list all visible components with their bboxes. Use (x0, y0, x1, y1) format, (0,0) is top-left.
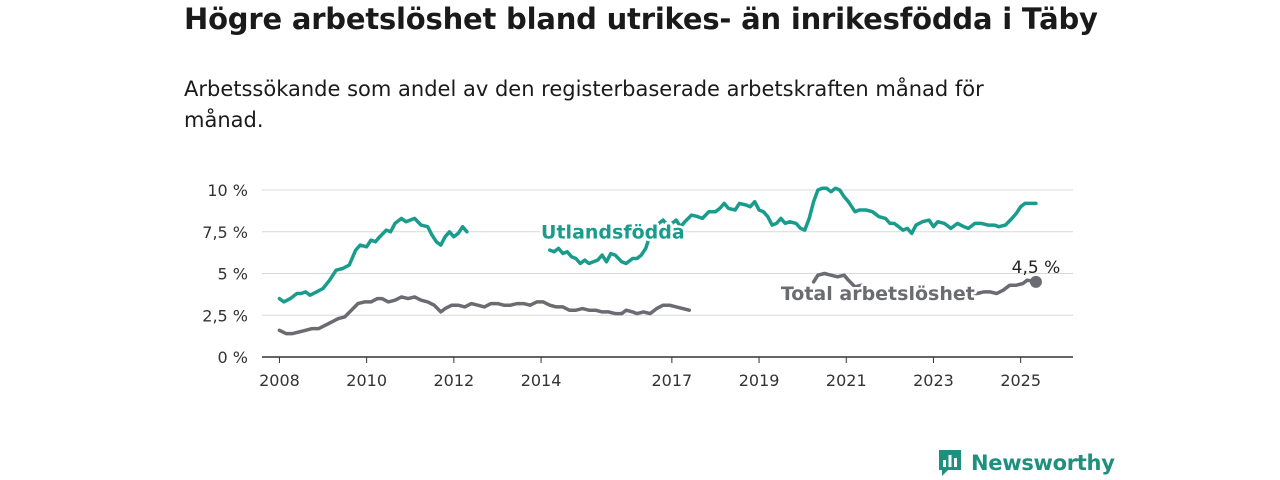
x-tick-label: 2014 (521, 371, 562, 390)
end-point-marker (1029, 275, 1042, 288)
series-label-utlandsfodda: Utlandsfödda (541, 221, 685, 243)
series-label-halo: Utlandsfödda (541, 221, 685, 243)
x-tick-label: 2017 (652, 371, 693, 390)
x-tick-label: 2023 (913, 371, 954, 390)
series-line-total (881, 278, 1038, 302)
x-tick-label: 2008 (259, 371, 300, 390)
newsworthy-logo-text: Newsworthy (971, 451, 1115, 475)
x-tick-label: 2021 (826, 371, 867, 390)
newsworthy-logo: Newsworthy (937, 448, 1115, 478)
chart-subtitle: Arbetssökande som andel av den registerb… (184, 77, 984, 132)
y-tick-label: 7,5 % (202, 223, 248, 242)
series-label-total: Total arbetslöshet (781, 283, 975, 305)
series-lines (277, 186, 1042, 336)
y-tick-label: 0 % (218, 348, 248, 367)
x-tick-label: 2010 (346, 371, 387, 390)
x-tick-label: 2025 (1000, 371, 1041, 390)
x-tick-label: 2019 (739, 371, 780, 390)
chart-title: Högre arbetslöshet bland utrikes- än inr… (184, 2, 1098, 36)
gridlines (262, 189, 1073, 358)
newsworthy-logo-icon (939, 450, 961, 476)
series-line-total (277, 295, 692, 336)
line-chart: 0 % 2,5 % 5 % 7,5 % 10 % 2008 2010 2012 2014 201… (202, 181, 1073, 390)
y-tick-label: 2,5 % (202, 306, 248, 325)
y-tick-label: 10 % (207, 181, 248, 200)
y-axis-ticks: 0 % 2,5 % 5 % 7,5 % 10 % (202, 181, 248, 367)
x-tick-label: 2012 (433, 371, 474, 390)
x-axis-ticks: 2008 2010 2012 2014 2017 2019 2021 2023 2025 (259, 357, 1041, 390)
series-line-total (811, 271, 864, 289)
y-tick-label: 5 % (218, 265, 248, 284)
end-value-label: 4,5 % (1012, 258, 1061, 278)
series-line-utlandsfodda (548, 186, 1038, 266)
series-label-halo: Total arbetslöshet (781, 283, 975, 305)
series-line-utlandsfodda (277, 216, 469, 304)
